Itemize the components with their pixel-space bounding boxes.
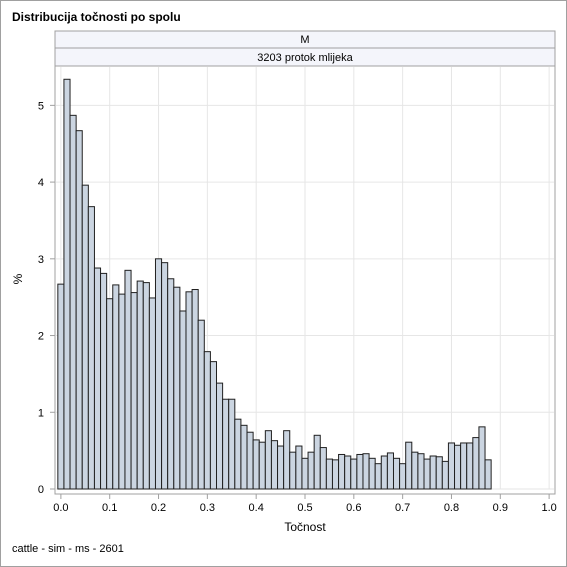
x-tick-label: 0.5 bbox=[297, 502, 312, 514]
histogram-bar bbox=[142, 282, 150, 490]
histogram-bar bbox=[478, 426, 486, 490]
histogram-bar bbox=[301, 457, 309, 490]
y-tick-label: 3 bbox=[38, 254, 44, 266]
histogram-bar bbox=[124, 269, 132, 490]
histogram-bar bbox=[240, 424, 248, 490]
y-tick-label: 5 bbox=[38, 100, 44, 112]
histogram-bar bbox=[161, 262, 169, 490]
histogram-bar bbox=[106, 298, 114, 490]
histogram-bar bbox=[130, 292, 138, 490]
x-tick-label: 0.9 bbox=[493, 502, 508, 514]
histogram-bar bbox=[295, 445, 303, 490]
y-tick-label: 1 bbox=[38, 407, 44, 419]
x-tick-label: 0.7 bbox=[395, 502, 410, 514]
histogram-bar bbox=[405, 441, 413, 490]
y-tick-label: 2 bbox=[38, 331, 44, 343]
histogram-bar bbox=[429, 455, 437, 490]
histogram-bar bbox=[197, 319, 205, 490]
panel-label-sex: M bbox=[300, 34, 309, 46]
histogram-bar bbox=[392, 457, 401, 490]
x-tick-label: 0.4 bbox=[249, 502, 264, 514]
histogram-bar bbox=[75, 130, 83, 490]
x-axis-ticks: 0.0 0.1 0.2 0.3 0.4 0.5 0.6 0.7 0.8 0.9 1.0 bbox=[53, 494, 557, 514]
histogram-bar bbox=[264, 430, 272, 490]
histogram-bar bbox=[447, 442, 456, 490]
histogram-bar bbox=[167, 278, 175, 490]
histogram-bar bbox=[386, 452, 394, 490]
histogram-bar bbox=[307, 451, 315, 490]
histogram-bar bbox=[466, 442, 474, 490]
histogram-bar bbox=[209, 361, 218, 490]
histogram-bar bbox=[216, 382, 224, 490]
histogram-bar bbox=[289, 451, 297, 490]
y-tick-label: 4 bbox=[38, 177, 44, 189]
histogram-bar bbox=[148, 297, 156, 490]
histogram-bar bbox=[368, 457, 376, 490]
histogram-bar bbox=[222, 398, 230, 490]
histogram-bar bbox=[203, 351, 211, 490]
y-axis-label: % bbox=[11, 273, 25, 284]
histogram-bar bbox=[356, 453, 364, 490]
histogram-bar bbox=[472, 437, 480, 490]
x-tick-label: 0.6 bbox=[346, 502, 361, 514]
x-tick-label: 0.3 bbox=[200, 502, 215, 514]
histogram-bar bbox=[423, 458, 431, 490]
histogram-bar bbox=[112, 284, 120, 490]
histogram-bar bbox=[344, 455, 352, 490]
histogram-bar bbox=[173, 286, 181, 490]
histogram-bar bbox=[362, 453, 370, 490]
histogram-bar bbox=[81, 184, 89, 490]
histogram-bar bbox=[331, 459, 340, 490]
histogram-bar bbox=[252, 439, 260, 490]
x-tick-label: 1.0 bbox=[541, 502, 556, 514]
y-tick-label: 0 bbox=[38, 484, 44, 496]
x-tick-label: 0.2 bbox=[151, 502, 166, 514]
histogram-bar bbox=[441, 460, 449, 490]
histogram-bar bbox=[179, 310, 187, 490]
histogram-bar bbox=[484, 459, 492, 490]
histogram-bar bbox=[399, 463, 407, 490]
histogram-bar bbox=[118, 293, 126, 490]
histogram-bar bbox=[234, 418, 242, 490]
chart-title: Distribucija točnosti po spolu bbox=[12, 10, 181, 24]
histogram-bar bbox=[338, 453, 346, 490]
y-axis-ticks: 0 1 2 3 4 5 bbox=[38, 100, 55, 496]
histogram-bar bbox=[154, 258, 163, 490]
histogram-bar bbox=[57, 283, 65, 490]
x-tick-label: 0.0 bbox=[53, 502, 68, 514]
histogram-bar bbox=[258, 441, 266, 490]
histogram-bar bbox=[411, 451, 419, 490]
x-axis-label: Točnost bbox=[284, 520, 326, 534]
histogram-bar bbox=[460, 442, 468, 490]
histogram-bar bbox=[63, 78, 71, 490]
histogram-bar bbox=[350, 458, 358, 490]
histogram-bar bbox=[191, 289, 199, 490]
histogram-bar bbox=[380, 455, 388, 490]
histogram-bar bbox=[87, 206, 95, 490]
histogram-bar bbox=[374, 463, 382, 490]
histogram-bar bbox=[246, 431, 254, 490]
histogram-bar bbox=[100, 272, 108, 490]
histogram-bar bbox=[435, 456, 443, 490]
histogram-bar bbox=[417, 453, 425, 490]
histogram-bar bbox=[136, 280, 144, 490]
histogram-bar bbox=[313, 434, 321, 490]
histogram-bar bbox=[69, 114, 77, 490]
histogram-bar bbox=[319, 447, 327, 490]
histogram-bar bbox=[277, 445, 285, 490]
histogram-bar bbox=[283, 430, 291, 490]
x-tick-label: 0.1 bbox=[102, 502, 117, 514]
histogram-bar bbox=[454, 444, 462, 490]
bars bbox=[57, 78, 492, 490]
histogram-bar bbox=[325, 458, 333, 490]
histogram-bar bbox=[185, 291, 193, 490]
x-tick-label: 0.8 bbox=[444, 502, 459, 514]
histogram-bar bbox=[228, 398, 236, 490]
histogram-bar bbox=[93, 267, 102, 490]
footnote: cattle - sim - ms - 2601 bbox=[12, 543, 124, 555]
histogram-bar bbox=[270, 440, 279, 490]
panel-label-trait: 3203 protok mlijeka bbox=[257, 52, 353, 64]
